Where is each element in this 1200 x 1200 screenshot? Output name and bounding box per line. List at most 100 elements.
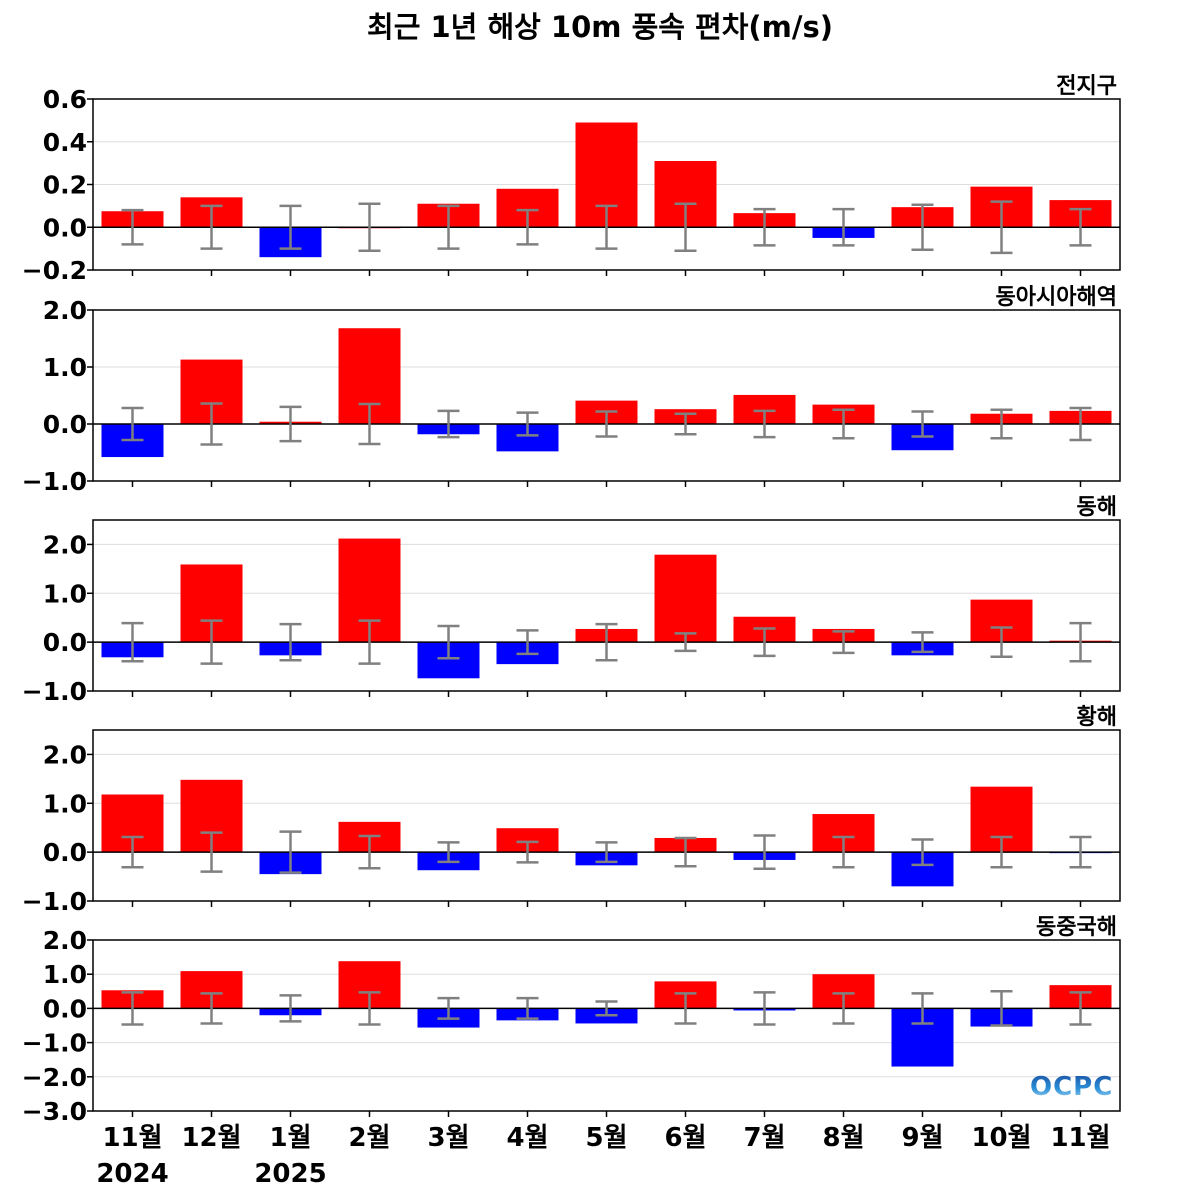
error-bar [516,411,539,437]
error-bar [832,835,855,869]
error-bar [200,402,223,446]
error-bar [674,992,697,1025]
error-bar [200,831,223,873]
y-tick-label: 0.0 [43,994,87,1023]
y-tick-label: 0.0 [43,628,87,657]
y-tick-label: −1.0 [22,467,87,496]
error-bar [832,992,855,1025]
error-bar [437,624,460,660]
year-label: 2024 [96,1159,168,1189]
error-bar [437,204,460,250]
error-bar [595,410,618,438]
y-tick-label: 0.2 [43,171,87,200]
error-bar [279,204,302,250]
error-bar [121,835,144,869]
panel-label: 전지구 [1056,74,1117,99]
y-tick-label: 1.0 [43,579,87,608]
panel-label: 동중국해 [1036,915,1117,940]
error-bar [832,630,855,655]
error-bar [1069,991,1092,1026]
error-bar [832,408,855,440]
x-tick-label: 11월 [102,1123,162,1153]
error-bar [911,838,934,867]
error-bar [674,632,697,653]
y-tick-label: 2.0 [43,926,87,955]
y-tick-label: 1.0 [43,960,87,989]
error-bar [279,622,302,662]
error-bar [595,204,618,250]
x-tick-label: 5월 [585,1123,627,1153]
panel-frame [92,729,1121,902]
error-bar [911,631,934,654]
error-bar [674,202,697,253]
error-bar [595,841,618,864]
y-tick-label: 0.0 [43,410,87,439]
panel-2: 2.0 1.0 0.0 −1.0 동아시아해역 [22,285,1121,496]
x-tick-label: 11월 [1050,1123,1110,1153]
error-bar [437,409,460,439]
x-tick-label: 9월 [901,1123,943,1153]
error-bar [437,841,460,864]
panel-label: 황해 [1077,705,1117,730]
error-bar [121,991,144,1026]
error-bar [121,208,144,246]
year-label: 2025 [254,1159,326,1189]
error-bar [358,402,381,446]
y-tick-label: 0.6 [43,85,87,114]
error-bar [200,992,223,1025]
error-bar [1069,835,1092,869]
chart-title: 최근 1년 해상 10m 풍속 편차(m/s) [367,10,833,44]
y-tick-label: 2.0 [43,740,87,769]
error-bar [279,405,302,443]
error-bar [516,629,539,656]
error-bar [516,208,539,246]
error-bar [753,991,776,1026]
error-bar [358,834,381,870]
x-tick-label: 12월 [181,1123,241,1153]
y-tick-label: 1.0 [43,789,87,818]
y-tick-label: −0.2 [22,256,87,285]
error-bar [674,836,697,868]
error-bar [990,626,1013,659]
error-bar [990,200,1013,255]
x-tick-label: 8월 [822,1123,864,1153]
error-bar [911,992,934,1025]
panel-4: 2.0 1.0 0.0 −1.0 황해 [22,705,1121,916]
panel-3: 2.0 1.0 0.0 −1.0 동해 [22,495,1121,706]
panel-frame [92,519,1121,692]
error-bar [595,1000,618,1017]
ocpc-logo: OCPC [1030,1072,1114,1102]
error-bar [358,202,381,253]
error-bar [674,412,697,436]
x-tick-label: 6월 [664,1123,706,1153]
error-bar [516,840,539,864]
error-bar [753,834,776,871]
error-bar [990,990,1013,1027]
panel-1: 0.6 0.4 0.2 0.0 −0.2 전지구 [22,74,1121,285]
error-bar [753,409,776,439]
x-tick-label: 2월 [348,1123,390,1153]
panel-label: 동해 [1077,495,1117,520]
y-tick-label: 2.0 [43,296,87,325]
x-tick-label: 3월 [427,1123,469,1153]
error-bar [1069,406,1092,442]
y-tick-label: 0.0 [43,213,87,242]
error-bar [121,406,144,442]
y-tick-label: −2.0 [22,1063,87,1092]
x-tick-label: 7월 [743,1123,785,1153]
error-bar [279,830,302,874]
y-tick-label: 2.0 [43,530,87,559]
y-tick-label: 1.0 [43,353,87,382]
error-bar [358,991,381,1026]
error-bar [1069,207,1092,247]
error-bar [437,996,460,1020]
error-bar [911,203,934,251]
y-tick-label: −1.0 [22,677,87,706]
error-bar [595,622,618,662]
error-bar [911,410,934,438]
bar [496,828,559,853]
y-tick-label: −1.0 [22,1029,87,1058]
error-bar [516,996,539,1020]
y-tick-label: 0.0 [43,838,87,867]
